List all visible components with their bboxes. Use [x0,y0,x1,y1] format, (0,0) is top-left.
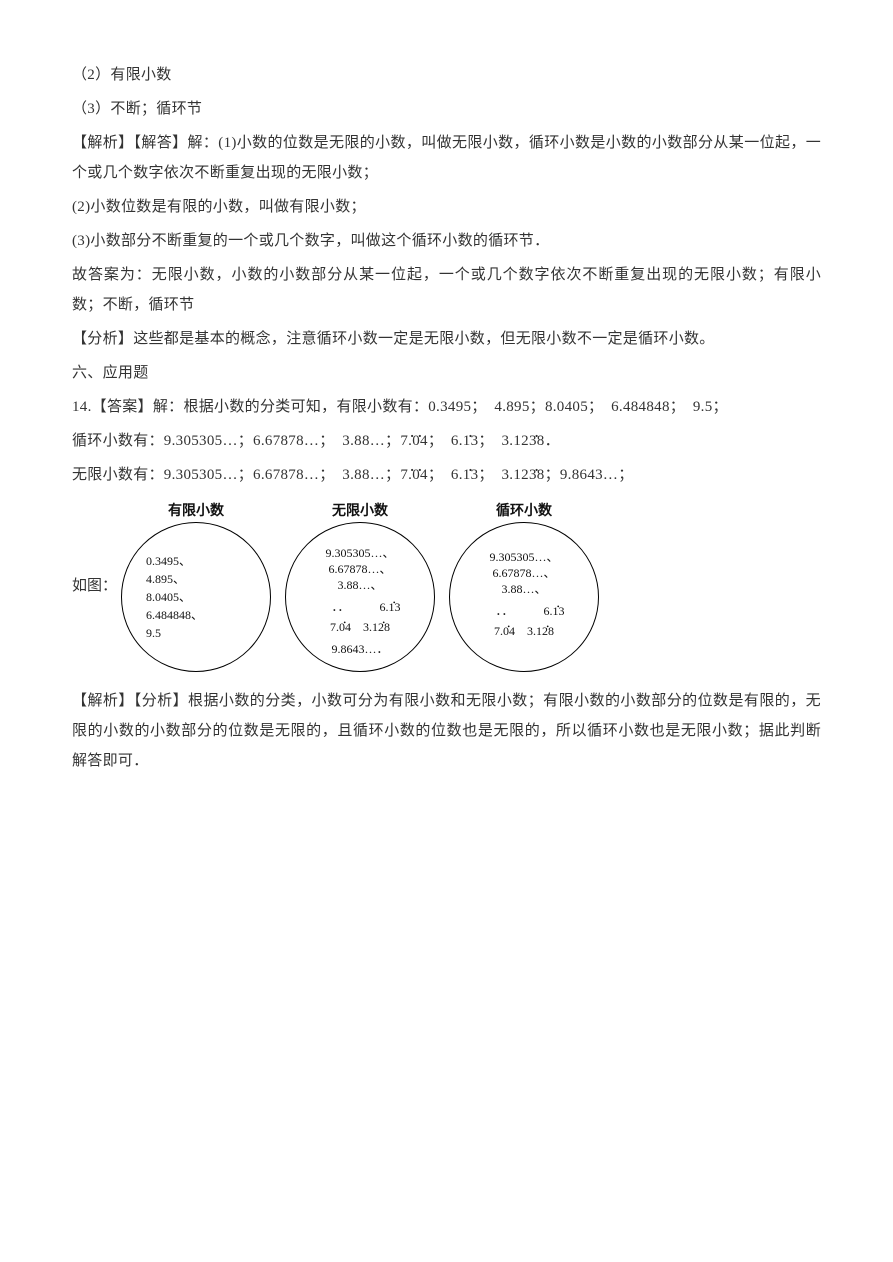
q14-inf-prefix: 无限小数有：9.305305…；6.67878…； 3.88…；7. [72,467,412,483]
explain-3: (3)小数部分不断重复的一个或几个数字，叫做这个循环小数的循环节． [72,226,821,256]
circle-title-infinite: 无限小数 [332,500,388,520]
explain-analysis: 【分析】这些都是基本的概念，注意循环小数一定是无限小数，但无限小数不一定是循环小… [72,324,821,354]
explain-2: (2)小数位数是有限的小数，叫做有限小数； [72,192,821,222]
overdot-icon: ．4 [345,619,351,636]
answer-3: （3）不断；循环节 [72,94,821,124]
overdot-icon: ．4 [509,623,515,640]
overdot-icon: ．3 [395,599,401,616]
circle-group-infinite: 无限小数 9.305305…、 6.67878…、 3.88…、 ．． 6.1．… [285,500,435,672]
overdot-icon: ．3 [559,603,565,620]
page: （2）有限小数 （3）不断；循环节 【解析】【解答】解：(1)小数的位数是无限的… [0,0,893,1262]
q14-answer-loop: 循环小数有：9.305305…；6.67878…； 3.88…；7.．．04； … [72,426,821,456]
overdot-31238b: ．8 [537,460,545,490]
overdot-icon: ．8 [384,619,390,636]
figure-label: 如图： [72,571,117,601]
q14-answer-finite: 14.【答案】解：根据小数的分类可知，有限小数有：0.3495； 4.895；8… [72,392,821,422]
circle-line: 3.88…、 [286,577,434,594]
q14-inf-mid1: ； 6.1 [428,467,471,483]
circle-loop: 9.305305…、 6.67878…、 3.88…、 ．． 6.1．3 7.0… [449,522,599,672]
overdot-613: ．3 [471,426,479,456]
circle-line: 3.88…、 [450,581,598,598]
overdot-704b: ．．04 [412,460,428,490]
circle-line: 6.484848、 [146,607,203,624]
q14-loop-mid2: ； 3.123 [478,433,536,449]
q14-inf-mid2: ； 3.123 [478,467,536,483]
circle-line: ．． 6.1．3 [450,603,598,620]
circle-line: 9.8643…． [286,641,434,658]
circle-line: ．． 6.1．3 [286,599,434,616]
overdot-613b: ．3 [471,460,479,490]
q14-loop-mid1: ； 6.1 [428,433,471,449]
circle-line: 9.305305…、 [450,549,598,566]
q14-inf-suffix: ；9.8643…； [545,467,634,483]
overdot-704: ．．04 [412,426,428,456]
circle-line: 9.305305…、 [286,545,434,562]
circle-infinite: 9.305305…、 6.67878…、 3.88…、 ．． 6.1．3 7.0… [285,522,435,672]
circle-title-finite: 有限小数 [168,500,224,520]
circle-finite: 0.3495、 4.895、 8.0405、 6.484848、 9.5 [121,522,271,672]
explain-conclusion: 故答案为：无限小数，小数的小数部分从某一位起，一个或几个数字依次不断重复出现的无… [72,260,821,320]
circle-group-finite: 有限小数 0.3495、 4.895、 8.0405、 6.484848、 9.… [121,500,271,672]
circle-line: 0.3495、 [146,553,191,570]
circle-line: 9.5 [146,625,161,642]
q14-answer-infinite: 无限小数有：9.305305…；6.67878…； 3.88…；7.．．04； … [72,460,821,490]
circle-line: 6.67878…、 [286,561,434,578]
circles-diagram: 有限小数 0.3495、 4.895、 8.0405、 6.484848、 9.… [121,500,599,672]
q14-loop-prefix: 循环小数有：9.305305…；6.67878…； 3.88…；7. [72,433,412,449]
circle-line: 7.0．4 3.12．8 [286,619,434,636]
circle-line: 4.895、 [146,571,185,588]
section-heading-6: 六、应用题 [72,358,821,388]
overdot-31238: ．8 [537,426,545,456]
overdot-icon: ．8 [548,623,554,640]
circle-title-loop: 循环小数 [496,500,552,520]
circle-line: 8.0405、 [146,589,191,606]
answer-2: （2）有限小数 [72,60,821,90]
circle-line: 6.67878…、 [450,565,598,582]
circle-line: 7.0．4 3.12．8 [450,623,598,640]
figure-row: 如图： 有限小数 0.3495、 4.895、 8.0405、 6.484848… [72,500,821,672]
circle-group-loop: 循环小数 9.305305…、 6.67878…、 3.88…、 ．． 6.1．… [449,500,599,672]
explain-1: 【解析】【解答】解：(1)小数的位数是无限的小数，叫做无限小数，循环小数是小数的… [72,128,821,188]
q14-analysis: 【解析】【分析】根据小数的分类，小数可分为有限小数和无限小数；有限小数的小数部分… [72,686,821,776]
